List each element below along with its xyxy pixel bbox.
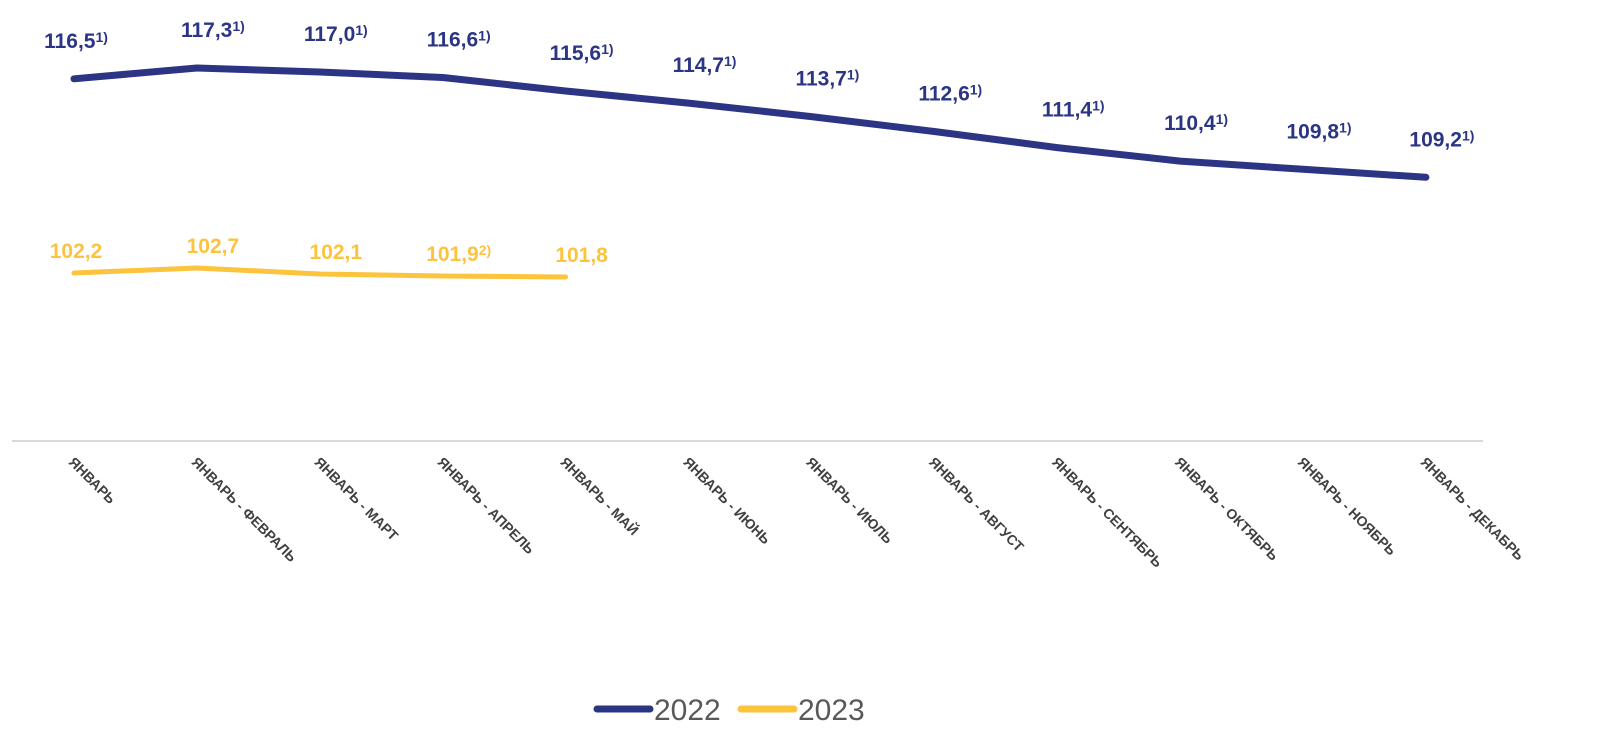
data-label: 110,41): [1164, 111, 1228, 135]
x-tick-label: ЯНВАРЬ - ИЮЛЬ: [803, 454, 896, 547]
x-tick-label: ЯНВАРЬ - НОЯБРЬ: [1295, 454, 1400, 559]
data-label: 102,2: [50, 240, 103, 263]
legend-label-2022: 2022: [654, 694, 721, 727]
x-tick-label: ЯНВАРЬ - ДЕКАБРЬ: [1418, 454, 1528, 564]
data-label: 102,7: [187, 235, 240, 258]
data-label: 102,1: [310, 241, 363, 264]
data-label: 116,51): [44, 29, 108, 53]
data-label: 109,81): [1286, 119, 1351, 143]
x-tick-label: ЯНВАРЬ - ИЮНЬ: [680, 454, 773, 547]
x-tick-label-layer: ЯНВАРЬ ЯНВАРЬ - ФЕВРАЛЬ ЯНВАРЬ - МАРТ ЯНВАР…: [66, 453, 1527, 570]
data-label: 109,21): [1409, 127, 1474, 151]
legend-label-2023: 2023: [798, 694, 865, 727]
data-label: 117,31): [181, 18, 245, 42]
data-label: 114,71): [673, 53, 737, 77]
series-line-2022: [70, 64, 1430, 181]
series-line-2023: [71, 265, 569, 280]
x-tick-label: ЯНВАРЬ - ФЕВРАЛЬ: [189, 454, 300, 565]
data-label: 112,61): [918, 81, 982, 105]
data-label: 113,71): [795, 67, 859, 91]
data-label: 117,01): [304, 22, 368, 46]
x-tick-label: ЯНВАРЬ: [66, 454, 119, 507]
series-layer: [70, 64, 1430, 280]
data-label: 101,92): [426, 242, 491, 266]
legend: 2022 2023: [593, 694, 865, 727]
x-tick-label: ЯНВАРЬ - МАРТ: [312, 454, 402, 544]
x-tick-label: ЯНВАРЬ - МАЙ: [557, 453, 642, 538]
x-tick-label: ЯНВАРЬ - ОКТЯБРЬ: [1172, 454, 1282, 564]
data-label-layer: 116,51) 117,31) 117,01) 116,61) 115,61) 114,7…: [44, 18, 1474, 267]
data-label: 115,61): [550, 41, 614, 65]
data-label: 116,61): [427, 27, 491, 51]
data-label: 101,8: [555, 244, 608, 267]
x-tick-label: ЯНВАРЬ - СЕНТЯБРЬ: [1049, 454, 1166, 571]
x-tick-label: ЯНВАРЬ - АПРЕЛЬ: [435, 454, 538, 557]
x-tick-label: ЯНВАРЬ - АВГУСТ: [926, 454, 1027, 555]
data-label: 111,41): [1042, 98, 1105, 122]
